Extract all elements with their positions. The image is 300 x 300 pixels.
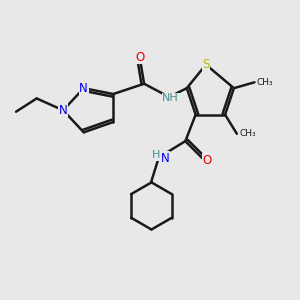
Text: H: H <box>152 150 160 160</box>
Text: CH₃: CH₃ <box>257 78 274 87</box>
Text: N: N <box>59 104 68 117</box>
Text: NH: NH <box>162 94 179 103</box>
Text: S: S <box>202 58 210 71</box>
Text: N: N <box>80 82 88 95</box>
Text: O: O <box>202 154 212 167</box>
Text: CH₃: CH₃ <box>239 129 256 138</box>
Text: N: N <box>161 152 170 165</box>
Text: O: O <box>135 51 144 64</box>
